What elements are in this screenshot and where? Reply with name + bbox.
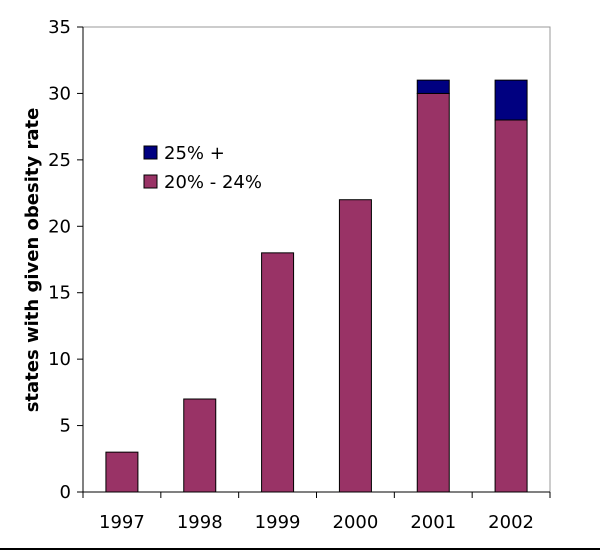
plot-area xyxy=(82,26,551,493)
legend-swatch xyxy=(143,145,158,160)
x-tick-label: 1999 xyxy=(255,512,301,533)
bar-segment xyxy=(494,79,528,121)
y-axis: 0 5 10 15 20 25 30 35 xyxy=(48,17,84,503)
x-tick-label: 1998 xyxy=(177,512,223,533)
y-tick-label: 15 xyxy=(48,283,71,304)
bar-segment xyxy=(261,252,295,493)
y-axis-title: states with given obesity rate xyxy=(22,108,43,413)
y-tick-label: 30 xyxy=(48,83,71,104)
x-tick-label: 2001 xyxy=(410,512,456,533)
bar-segment xyxy=(416,92,450,493)
bar-segment xyxy=(183,398,217,493)
plot-area-frame xyxy=(82,26,551,493)
legend: 25% + 20% - 24% xyxy=(133,136,274,202)
x-tick-label: 2002 xyxy=(488,512,534,533)
y-tick-label: 5 xyxy=(60,416,71,437)
bar-segment xyxy=(494,119,528,493)
bar-segment xyxy=(416,79,450,94)
bar-segment xyxy=(338,199,372,493)
y-tick-label: 35 xyxy=(48,17,71,38)
legend-label: 25% + xyxy=(164,143,225,164)
legend-swatch xyxy=(143,174,158,189)
legend-label: 20% - 24% xyxy=(164,172,262,193)
bars xyxy=(105,79,528,493)
y-tick-label: 20 xyxy=(48,216,71,237)
x-axis: 1997 1998 1999 2000 2001 2002 xyxy=(82,491,551,533)
bar-segment xyxy=(105,451,139,493)
y-tick-label: 10 xyxy=(48,349,71,370)
x-tick-label: 1997 xyxy=(99,512,145,533)
x-tick-label: 2000 xyxy=(333,512,379,533)
y-tick-label: 0 xyxy=(60,482,71,503)
y-tick-label: 25 xyxy=(48,150,71,171)
